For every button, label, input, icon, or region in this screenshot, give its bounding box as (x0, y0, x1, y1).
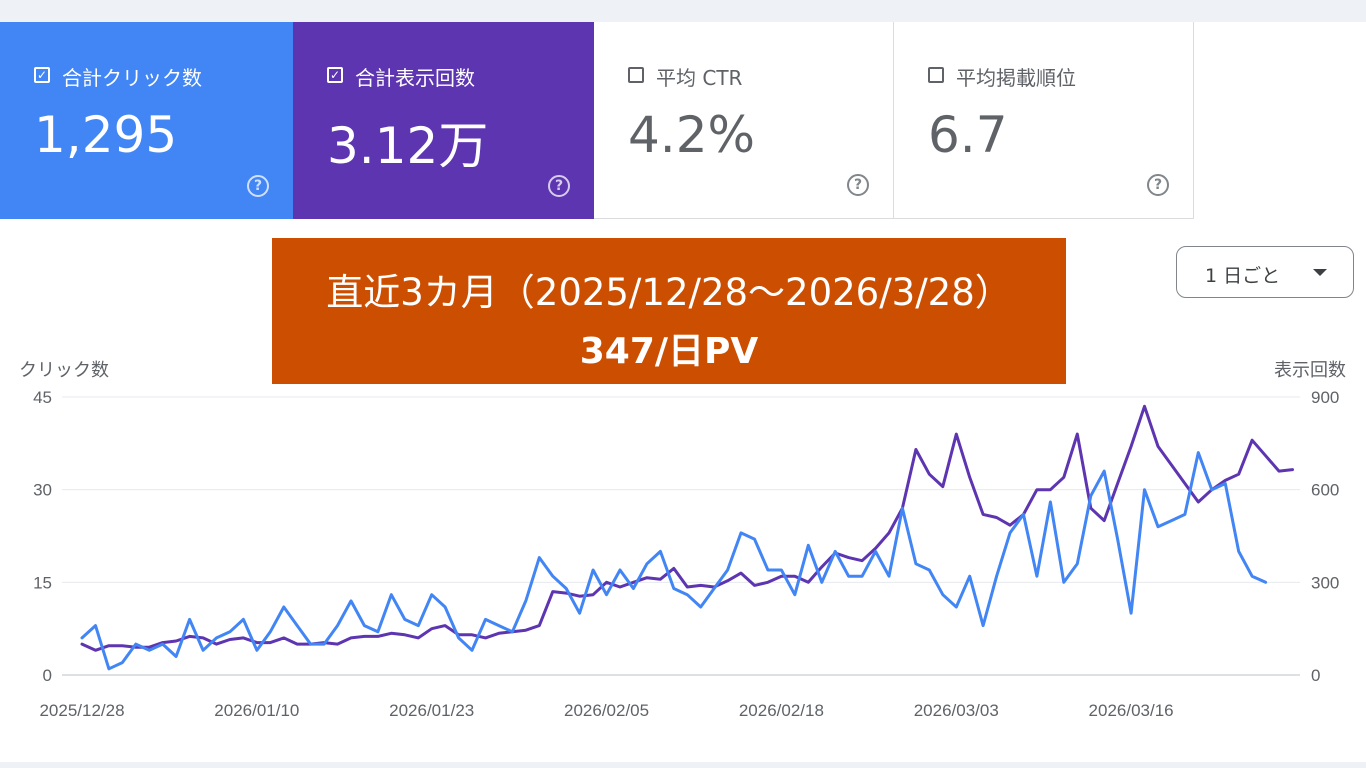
checkbox-empty-icon[interactable] (628, 67, 644, 83)
x-tick-label: 2026/03/03 (914, 701, 999, 720)
x-tick-label: 2026/01/10 (214, 701, 299, 720)
series-line-impressions (80, 404, 1294, 652)
metric-card-position[interactable]: 平均掲載順位 6.7 ? (894, 22, 1194, 219)
series-line-clicks (80, 451, 1268, 671)
metric-value: 4.2% (628, 106, 756, 164)
banner-daily-pv: 347/日PV (579, 331, 759, 372)
metric-cards: ✓ 合計クリック数 1,295 ? ✓ 合計表示回数 3.12万 ? 平均 CT… (0, 22, 1194, 219)
x-tick-label: 2025/12/28 (39, 701, 124, 720)
overlay-banner: 直近3カ月（2025/12/28〜2026/3/28） 347/日PV (272, 238, 1066, 384)
granularity-dropdown[interactable]: 1 日ごと (1176, 246, 1354, 298)
caret-down-icon (1313, 269, 1327, 276)
line-chart: 45 900 30 600 15 300 0 0 2025/12/28 2026/01/10 202… (33, 388, 1339, 720)
metric-value: 6.7 (928, 106, 1008, 164)
x-tick-label: 2026/02/18 (739, 701, 824, 720)
y-tick-left: 15 (33, 573, 52, 592)
y-tick-left: 0 (43, 666, 52, 685)
metric-card-ctr[interactable]: 平均 CTR 4.2% ? (594, 22, 894, 219)
x-tick-label: 2026/01/23 (389, 701, 474, 720)
y-tick-left: 45 (33, 388, 52, 407)
metric-label: 平均掲載順位 (956, 66, 1076, 90)
metric-label: 合計クリック数 (62, 66, 202, 90)
y-tick-left: 30 (33, 481, 52, 500)
metric-card-impressions[interactable]: ✓ 合計表示回数 3.12万 ? (293, 22, 594, 219)
x-tick-label: 2026/03/16 (1089, 701, 1174, 720)
help-circle-icon[interactable]: ? (847, 174, 869, 196)
checkbox-checked-icon[interactable]: ✓ (327, 67, 343, 83)
help-circle-icon[interactable]: ? (548, 175, 570, 197)
metric-label: 合計表示回数 (355, 66, 475, 90)
checkbox-checked-icon[interactable]: ✓ (34, 67, 50, 83)
help-circle-icon[interactable]: ? (1147, 174, 1169, 196)
metric-card-clicks[interactable]: ✓ 合計クリック数 1,295 ? (0, 22, 293, 219)
metric-value: 3.12万 (327, 117, 489, 175)
x-tick-label: 2026/02/05 (564, 701, 649, 720)
checkbox-empty-icon[interactable] (928, 67, 944, 83)
y-tick-right: 0 (1311, 666, 1320, 685)
banner-period: 直近3カ月（2025/12/28〜2026/3/28） (326, 271, 1012, 314)
y-tick-right: 600 (1311, 481, 1339, 500)
y-tick-right: 300 (1311, 573, 1339, 592)
granularity-value: 1 日ごと (1205, 265, 1281, 287)
y-axis-left-title: クリック数 (19, 360, 109, 381)
y-tick-right: 900 (1311, 388, 1339, 407)
metric-value: 1,295 (34, 106, 178, 164)
help-circle-icon[interactable]: ? (247, 175, 269, 197)
y-axis-right-title: 表示回数 (1274, 360, 1346, 381)
metric-label: 平均 CTR (656, 66, 743, 90)
